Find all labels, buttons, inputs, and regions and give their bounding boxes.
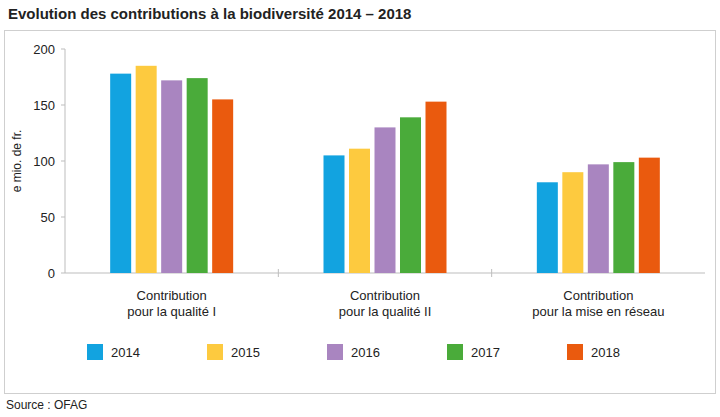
y-tick-label: 200	[33, 42, 55, 57]
chart: Evolution des contributions à la biodive…	[0, 0, 720, 417]
x-group-separator	[491, 269, 492, 277]
y-label: e mio. de fr.	[10, 130, 24, 193]
bar	[136, 66, 157, 273]
y-tick-label: 0	[48, 266, 55, 281]
legend-label: 2016	[351, 345, 380, 360]
legend-swatch	[447, 344, 463, 360]
y-tick	[61, 217, 65, 218]
x-tick-label-line: Contribution	[137, 288, 207, 303]
legend-label: 2015	[231, 345, 260, 360]
x-tick-label-line: Contribution	[350, 288, 420, 303]
bar	[639, 158, 660, 273]
legend-label: 2018	[591, 345, 620, 360]
frame	[5, 31, 716, 394]
y-tick-label: 50	[41, 210, 55, 225]
source: Source : OFAG	[6, 398, 87, 412]
bar	[375, 127, 396, 273]
bar	[212, 99, 233, 273]
bar	[613, 162, 634, 273]
y-tick	[61, 105, 65, 106]
bar	[187, 78, 208, 273]
bar	[161, 80, 182, 273]
legend-swatch	[567, 344, 583, 360]
bar	[426, 102, 447, 273]
x-tick-label: Contributionpour la qualité II	[339, 288, 432, 319]
x-group-separator	[278, 269, 279, 277]
x-tick-label: Contributionpour la mise en réseau	[532, 288, 664, 319]
x-tick-label-line: pour la qualité I	[127, 304, 216, 319]
bars	[110, 66, 660, 273]
bar	[588, 164, 609, 273]
bar	[349, 149, 370, 273]
y-tick	[61, 161, 65, 162]
legend: 2014 2015 2016 2017 2018	[87, 344, 620, 360]
bar	[110, 74, 131, 273]
title: Evolution des contributions à la biodive…	[8, 5, 411, 22]
bar	[562, 172, 583, 273]
x-tick-label-line: pour la qualité II	[339, 304, 432, 319]
y-tick	[61, 49, 65, 50]
y-tick	[61, 273, 65, 274]
bar	[537, 182, 558, 273]
y-tick-label: 150	[33, 98, 55, 113]
x-tick-label-line: Contribution	[563, 288, 633, 303]
legend-label: 2017	[471, 345, 500, 360]
y-tick-label: 100	[33, 154, 55, 169]
x-tick-label: Contributionpour la qualité I	[127, 288, 216, 319]
bar	[400, 117, 421, 273]
legend-swatch	[207, 344, 223, 360]
x-tick-label-line: pour la mise en réseau	[532, 304, 664, 319]
legend-label: 2014	[111, 345, 140, 360]
legend-swatch	[87, 344, 103, 360]
legend-swatch	[327, 344, 343, 360]
bar	[324, 155, 345, 273]
